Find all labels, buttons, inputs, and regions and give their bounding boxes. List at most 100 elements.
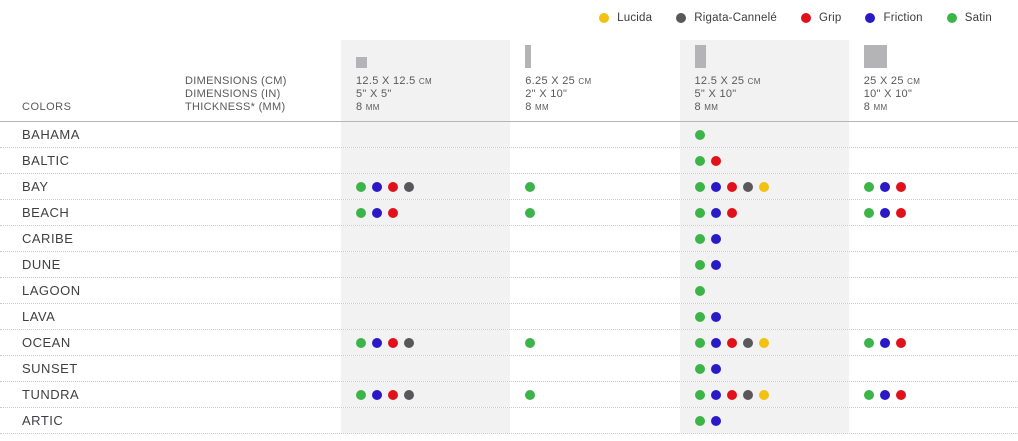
availability-cell [849,226,1018,251]
satin-finish-dot-icon [525,337,536,348]
availability-cell [510,278,679,303]
availability-cell [849,148,1018,173]
legend-label: Friction [883,12,923,24]
size-in: 10" X 10" [863,88,913,100]
satin-finish-dot-icon [694,285,705,296]
color-name: BEACH [22,205,70,220]
lucida-finish-dot-icon [599,13,610,23]
availability-cell [341,200,511,225]
friction-finish-dot-icon [710,259,721,270]
friction-finish-dot-icon [710,207,721,218]
table-row-ocean: OCEAN [0,330,1018,356]
availability-cell [679,122,849,147]
grip-finish-dot-icon [895,181,906,192]
friction-finish-dot-icon [710,363,721,374]
tile-12x25-icon [694,45,706,68]
friction-finish-dot-icon [710,337,721,348]
rigata-finish-dot-icon [404,389,414,400]
color-name: CARIBE [22,231,74,246]
satin-finish-dot-icon [694,181,705,192]
availability-cell [510,122,679,147]
grip-finish-dot-icon [895,389,906,400]
availability-cell [849,304,1018,329]
legend-item-grip: Grip [800,12,842,24]
legend-label: Grip [818,12,842,24]
availability-cell [341,148,511,173]
friction-finish-dot-icon [879,337,890,348]
color-name: LAGOON [22,283,81,298]
satin-finish-dot-icon [946,13,957,23]
availability-cell [849,200,1018,225]
color-name: DUNE [22,257,61,272]
friction-finish-dot-icon [879,389,890,400]
table-row-dune: DUNE [0,252,1018,278]
rigata-finish-dot-icon [742,389,753,400]
availability-cell [679,174,849,199]
availability-cell [341,304,511,329]
satin-finish-dot-icon [694,415,705,426]
grip-finish-dot-icon [726,389,737,400]
satin-finish-dot-icon [694,129,705,140]
availability-cell [679,252,849,277]
satin-finish-dot-icon [863,337,874,348]
legend-item-rigata: Rigata-Cannelé [676,12,777,24]
legend-item-satin: Satin [946,12,992,24]
grip-finish-dot-icon [800,13,811,23]
availability-cell [849,408,1018,433]
satin-finish-dot-icon [694,337,705,348]
size-mm: 8 mm [694,101,719,113]
availability-cell [510,200,679,225]
availability-cell [510,330,679,355]
availability-cell [341,330,511,355]
size-column-header-25x25: 25 X 25 cm 10" X 10" 8 mm [849,40,1018,121]
color-name: LAVA [22,309,56,324]
friction-finish-dot-icon [710,233,721,244]
availability-cell [849,174,1018,199]
rigata-finish-dot-icon [742,181,753,192]
friction-finish-dot-icon [879,207,890,218]
availability-cell [849,356,1018,381]
grip-finish-dot-icon [726,181,737,192]
grip-finish-dot-icon [895,337,906,348]
size-in: 2" X 10" [525,88,568,100]
color-name: BALTIC [22,153,70,168]
size-mm: 8 mm [356,101,380,113]
satin-finish-dot-icon [694,233,705,244]
lucida-finish-dot-icon [758,337,769,348]
friction-finish-dot-icon [372,207,382,218]
grip-finish-dot-icon [388,389,398,400]
tile-12x12-icon [356,57,367,68]
satin-finish-dot-icon [356,207,366,218]
availability-cell [341,356,511,381]
table-row-caribe: CARIBE [0,226,1018,252]
legend-label: Satin [964,12,992,24]
table-row-tundra: TUNDRA [0,382,1018,408]
availability-cell [510,252,679,277]
friction-finish-dot-icon [710,181,721,192]
rigata-finish-dot-icon [742,337,753,348]
satin-finish-dot-icon [694,389,705,400]
table-header: COLORS DIMENSIONS (CM) DIMENSIONS (IN) T… [0,40,1018,122]
rigata-finish-dot-icon [676,13,687,23]
thickness-mm-label: THICKNESS* (MM) [185,101,286,113]
availability-cell [341,278,511,303]
availability-cell [679,408,849,433]
availability-cell [341,382,511,407]
size-cm: 12.5 X 12.5 cm [356,75,432,87]
grip-finish-dot-icon [388,207,398,218]
lucida-finish-dot-icon [758,389,769,400]
availability-cell [510,174,679,199]
table-row-bay: BAY [0,174,1018,200]
grip-finish-dot-icon [726,337,737,348]
size-column-header-6x25: 6.25 X 25 cm 2" X 10" 8 mm [510,40,679,121]
color-name: SUNSET [22,361,78,376]
grip-finish-dot-icon [388,337,398,348]
dimensions-in-label: DIMENSIONS (IN) [185,88,281,100]
availability-cell [510,408,679,433]
friction-finish-dot-icon [372,337,382,348]
size-in: 5" X 5" [356,88,392,100]
grip-finish-dot-icon [895,207,906,218]
size-in: 5" X 10" [694,88,737,100]
tile-25x25-icon [863,45,887,68]
